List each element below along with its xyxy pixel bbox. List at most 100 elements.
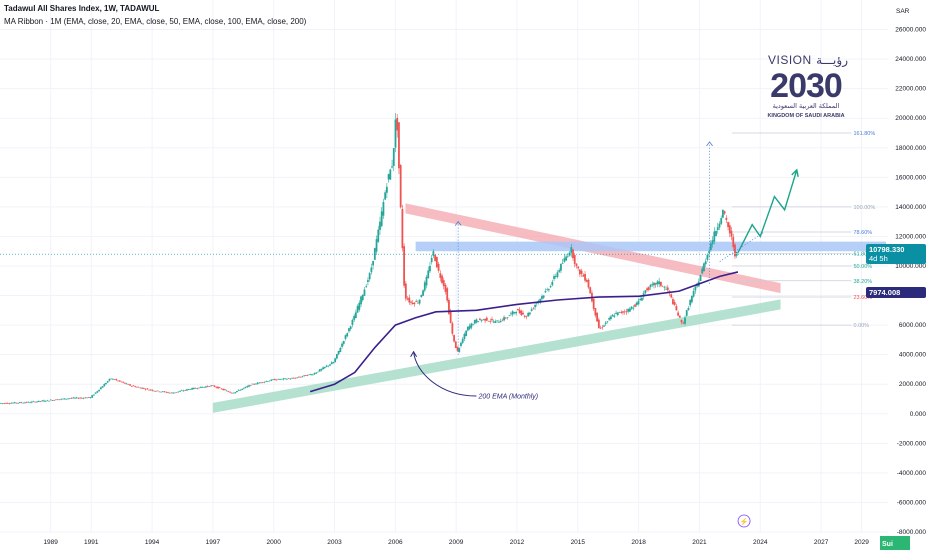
candle-body (103, 384, 106, 387)
candle-body (170, 392, 173, 394)
candle-body (373, 248, 376, 260)
candle-body (323, 366, 326, 368)
logo-vision-text: VISION (768, 53, 812, 67)
candle-body (363, 289, 366, 296)
candle-body (17, 402, 19, 404)
candle-body (551, 281, 554, 286)
candle-body (556, 272, 559, 277)
candle-body (242, 387, 245, 389)
candle-body (429, 265, 431, 272)
candle-body (404, 283, 407, 299)
last-price-badge: 10798.330 4d 5h (866, 244, 926, 264)
candle-body (339, 347, 342, 353)
candle-body (530, 309, 533, 311)
candle-body (589, 287, 592, 294)
candle-body (39, 401, 42, 402)
candle-body (94, 392, 97, 394)
candle-body (110, 378, 113, 380)
candle-body (77, 398, 80, 399)
candle-body (258, 382, 261, 384)
tradingview-tab-label: Sui (882, 541, 893, 548)
candle-body (580, 270, 583, 274)
candle-body (678, 315, 681, 318)
candle-body (67, 398, 69, 400)
candle-body (572, 249, 574, 259)
candle-body (706, 254, 709, 260)
y-tick-label: -8000.000 (897, 529, 927, 536)
candle-body (372, 260, 374, 266)
candle-body (273, 379, 276, 381)
candle-body (473, 320, 476, 324)
candle-body (330, 362, 333, 365)
candle-body (255, 383, 257, 385)
candle-body (711, 240, 714, 245)
candle-body (187, 389, 190, 390)
y-tick-label: 26000.000 (895, 27, 926, 34)
trend-bands (0, 203, 888, 413)
candle-body (299, 376, 302, 378)
candle-body (132, 385, 135, 387)
y-tick-label: -2000.000 (897, 440, 927, 447)
candle-body (689, 300, 692, 306)
y-tick-label: 16000.000 (895, 174, 926, 181)
indicator-title: MA Ribbon · 1M (EMA, close, 20, EMA, clo… (4, 17, 307, 26)
currency-label: SAR (896, 8, 910, 15)
candle-body (201, 387, 204, 388)
candle-body (594, 308, 597, 316)
candle-body (665, 289, 667, 290)
candle-body (24, 402, 26, 404)
candle-body (654, 283, 657, 285)
candle-body (415, 301, 418, 302)
candle-body (489, 321, 492, 322)
candle-body (541, 296, 543, 299)
candle-body (603, 325, 605, 327)
candle-body (74, 397, 76, 399)
candle-body (422, 290, 424, 296)
countdown-timer: 4d 5h (869, 254, 888, 263)
candle-body (55, 399, 57, 401)
candle-body (487, 320, 490, 322)
candle-body (277, 378, 280, 380)
candle-body (215, 386, 218, 388)
candle-body (30, 401, 33, 403)
candle-body (296, 377, 299, 378)
candle-body (728, 225, 731, 234)
candle-body (620, 311, 623, 313)
candle-body (124, 382, 126, 384)
candle-body (480, 320, 483, 321)
candle-body (525, 316, 528, 317)
x-tick-label: 1991 (84, 539, 99, 546)
candle-body (205, 386, 207, 388)
candle-body (387, 174, 390, 180)
candle-body (329, 364, 331, 366)
candle-body (632, 307, 635, 309)
x-tick-label: 2021 (692, 539, 707, 546)
candle-body (641, 297, 643, 301)
candle-body (161, 391, 164, 393)
candle-body (189, 389, 192, 391)
candle-body (516, 309, 519, 311)
candle-body (413, 302, 416, 305)
candle-body (434, 254, 437, 262)
candle-body (160, 391, 163, 393)
candle-body (510, 313, 512, 315)
candle-body (568, 252, 571, 256)
candle-body (182, 390, 185, 392)
candle-body (380, 211, 383, 227)
candle-body (191, 388, 194, 390)
candle-body (451, 323, 454, 334)
logo-arabic-word: رؤيـــة (816, 53, 848, 68)
candle-body (465, 330, 468, 337)
candle-body (354, 312, 357, 319)
candle-body (384, 192, 387, 200)
candle-body (377, 229, 380, 242)
candle-body (261, 382, 264, 383)
ema-200-line (309, 271, 739, 393)
candle-body (615, 312, 617, 314)
candle-body (68, 398, 71, 399)
candle-body (186, 389, 188, 391)
fib-level-label: 100.00% (854, 205, 876, 211)
candle-body (408, 297, 411, 303)
horizontal-resistance-zone (415, 241, 886, 252)
